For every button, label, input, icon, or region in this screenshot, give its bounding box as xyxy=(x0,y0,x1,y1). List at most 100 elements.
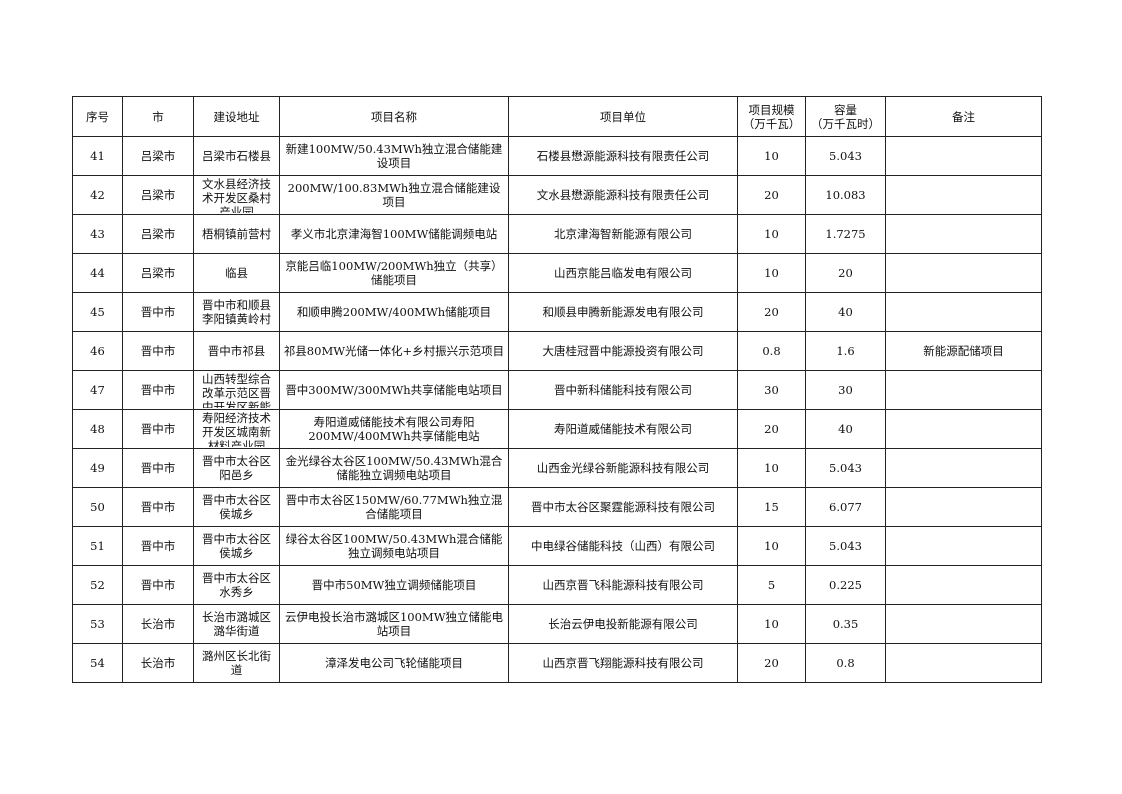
table-cell xyxy=(885,292,1042,332)
cell-text: 晋中市太谷区侯城乡 xyxy=(202,532,271,560)
table-cell: 44 xyxy=(72,253,123,293)
header-cell: 项目规模 （万千瓦） xyxy=(737,96,806,137)
table-cell: 50 xyxy=(72,487,123,527)
table-row: 41 吕梁市 吕梁市石楼县 新建100MW/50.43MWh独立混合储能建设项目 石楼县… xyxy=(72,136,1042,176)
cell-text: 20 xyxy=(838,266,853,280)
cell-text: 祁县80MW光储一体化+乡村振兴示范项目 xyxy=(283,344,505,358)
cell-text: 10 xyxy=(764,266,779,280)
table-cell: 长治市 xyxy=(122,604,194,644)
table-row: 49 晋中市 晋中市太谷区阳邑乡 金光绿谷太谷区100MW/50.43MWh混合储能独… xyxy=(72,448,1042,488)
table-cell: 45 xyxy=(72,292,123,332)
cell-text: 20 xyxy=(764,305,779,319)
table-cell: 长治市 xyxy=(122,643,194,683)
cell-text: 中电绿谷储能科技（山西）有限公司 xyxy=(531,539,715,553)
table-cell: 晋中市 xyxy=(122,487,194,527)
cell-text: 48 xyxy=(90,422,105,436)
table-cell: 20 xyxy=(737,643,806,683)
table-cell: 吕梁市 xyxy=(122,214,194,254)
table-row: 42 吕梁市 文水县经济技术开发区桑村产业园 200MW/100.83MWh独立混合储… xyxy=(72,175,1042,215)
cell-text: 10 xyxy=(764,461,779,475)
header-cell: 项目名称 xyxy=(279,96,509,137)
cell-text: 文水县经济技术开发区桑村产业园 xyxy=(202,177,271,213)
table-cell: 40 xyxy=(805,409,886,449)
table-cell: 20 xyxy=(805,253,886,293)
cell-text: 晋中市 xyxy=(140,344,176,358)
cell-text: 吕梁市 xyxy=(140,149,176,163)
cell-text: 吕梁市 xyxy=(140,266,176,280)
table-cell: 41 xyxy=(72,136,123,176)
table-row: 43 吕梁市 梧桐镇前营村 孝义市北京津海智100MW储能调频电站 北京津海智新能源有限… xyxy=(72,214,1042,254)
cell-text: 44 xyxy=(90,266,105,280)
cell-text: 新建100MW/50.43MWh独立混合储能建设项目 xyxy=(285,142,503,170)
cell-text: 20 xyxy=(764,422,779,436)
table-cell: 绿谷太谷区100MW/50.43MWh混合储能独立调频电站项目 xyxy=(279,526,509,566)
cell-text: 5 xyxy=(767,578,776,592)
cell-text: 52 xyxy=(90,578,105,592)
cell-text: 吕梁市 xyxy=(140,227,176,241)
cell-text: 和顺申腾200MW/400MWh储能项目 xyxy=(296,305,492,319)
table-cell xyxy=(885,643,1042,683)
table-cell: 晋中市太谷区阳邑乡 xyxy=(193,448,280,488)
table-cell: 0.225 xyxy=(805,565,886,605)
cell-text: 金光绿谷太谷区100MW/50.43MWh混合储能独立调频电站项目 xyxy=(285,454,503,482)
table-cell xyxy=(885,526,1042,566)
cell-text: 寿阳道威储能技术有限公司寿阳200MW/400MWh共享储能电站 xyxy=(308,415,480,443)
table-cell: 京能吕临100MW/200MWh独立（共享）储能项目 xyxy=(279,253,509,293)
table-cell: 47 xyxy=(72,370,123,410)
header-cell: 序号 xyxy=(72,96,123,137)
cell-text: 10.083 xyxy=(825,188,866,202)
table-cell: 20 xyxy=(737,292,806,332)
table-cell xyxy=(885,487,1042,527)
table-cell: 晋中市50MW独立调频储能项目 xyxy=(279,565,509,605)
cell-text: 长治云伊电投新能源有限公司 xyxy=(548,617,698,631)
cell-text: 49 xyxy=(90,461,105,475)
cell-text: 43 xyxy=(90,227,105,241)
table-cell: 晋中300MW/300MWh共享储能电站项目 xyxy=(279,370,509,410)
cell-text: 北京津海智新能源有限公司 xyxy=(554,227,692,241)
table-cell: 吕梁市石楼县 xyxy=(193,136,280,176)
cell-text: 40 xyxy=(838,422,853,436)
cell-text: 10 xyxy=(764,227,779,241)
table-row: 52 晋中市 晋中市太谷区水秀乡 晋中市50MW独立调频储能项目 山西京晋飞科能源科技有… xyxy=(72,565,1042,605)
cell-text: 晋中市太谷区150MW/60.77MWh独立混合储能项目 xyxy=(285,493,503,521)
table-cell: 金光绿谷太谷区100MW/50.43MWh混合储能独立调频电站项目 xyxy=(279,448,509,488)
cell-text: 晋中市50MW独立调频储能项目 xyxy=(311,578,477,592)
table-cell: 文水县懋源能源科技有限责任公司 xyxy=(508,175,738,215)
cell-text: 吕梁市 xyxy=(140,188,176,202)
cell-text: 晋中市 xyxy=(140,383,176,397)
table-cell: 新建100MW/50.43MWh独立混合储能建设项目 xyxy=(279,136,509,176)
table-cell: 晋中市太谷区聚霆能源科技有限公司 xyxy=(508,487,738,527)
table-cell xyxy=(885,253,1042,293)
cell-text: 山西京能吕临发电有限公司 xyxy=(554,266,692,280)
table-cell: 文水县经济技术开发区桑村产业园 xyxy=(193,175,280,215)
table-cell: 山西转型综合改革示范区晋中开发区新能 xyxy=(193,370,280,410)
cell-text: 山西京晋飞科能源科技有限公司 xyxy=(542,578,704,592)
cell-text: 潞州区长北街道 xyxy=(202,649,271,677)
table-cell: 0.8 xyxy=(805,643,886,683)
cell-text: 京能吕临100MW/200MWh独立（共享）储能项目 xyxy=(285,259,503,287)
table-cell xyxy=(885,565,1042,605)
table-cell: 5.043 xyxy=(805,448,886,488)
table-cell: 200MW/100.83MWh独立混合储能建设项目 xyxy=(279,175,509,215)
cell-text: 晋中市太谷区水秀乡 xyxy=(202,571,271,599)
cell-text: 吕梁市石楼县 xyxy=(202,149,271,163)
cell-text: 山西金光绿谷新能源科技有限公司 xyxy=(536,461,710,475)
cell-text: 晋中市 xyxy=(140,305,176,319)
table-cell: 晋中市太谷区侯城乡 xyxy=(193,487,280,527)
cell-text: 40 xyxy=(838,305,853,319)
table-cell: 和顺县申腾新能源发电有限公司 xyxy=(508,292,738,332)
table-cell: 晋中市 xyxy=(122,292,194,332)
table-cell: 寿阳经济技术开发区城南新材料产业园 xyxy=(193,409,280,449)
cell-text: 晋中市太谷区阳邑乡 xyxy=(202,454,271,482)
table-cell: 晋中市 xyxy=(122,409,194,449)
header-cell: 容量 （万千瓦时） xyxy=(805,96,886,137)
table-cell: 晋中市 xyxy=(122,526,194,566)
cell-text: 新能源配储项目 xyxy=(923,344,1004,358)
cell-text: 山西京晋飞翔能源科技有限公司 xyxy=(542,656,704,670)
cell-text: 和顺县申腾新能源发电有限公司 xyxy=(542,305,704,319)
cell-text: 云伊电投长治市潞城区100MW独立储能电站项目 xyxy=(284,610,504,638)
table-cell: 5.043 xyxy=(805,136,886,176)
cell-text: 1.6 xyxy=(836,344,855,358)
cell-text: 长治市潞城区潞华街道 xyxy=(202,610,271,638)
